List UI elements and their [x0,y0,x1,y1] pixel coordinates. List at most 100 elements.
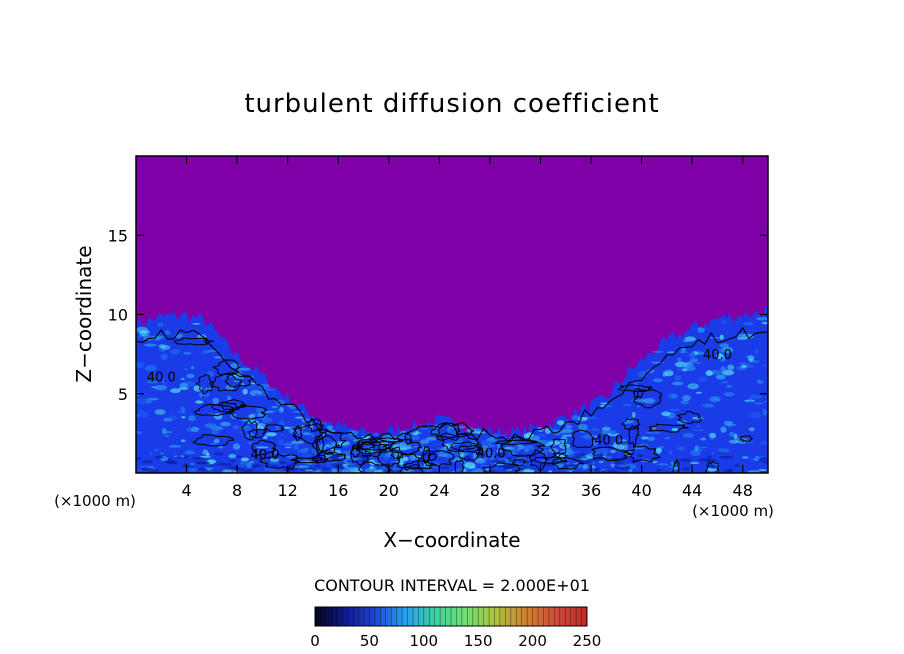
turbulence-cell [671,375,675,378]
turbulence-cell [661,411,671,417]
turbulence-cell [160,353,168,360]
contour-line [454,459,465,473]
contour-line [387,438,423,456]
turbulence-cell [502,446,515,450]
contour-line [251,439,277,457]
turbulence-cell [154,449,159,452]
turbulence-cell [413,445,419,448]
colorbar-tick-label: 0 [310,632,320,650]
x-axis-label: X−coordinate [383,528,520,552]
colorbar-tick-label: 250 [573,632,602,650]
turbulence-cell [425,440,432,443]
turbulence-cell [689,358,699,363]
turbulence-cell [597,444,601,447]
turbulence-cell [279,410,283,417]
turbulence-cell [728,439,739,444]
turbulence-cell [263,410,275,413]
turbulence-cell [191,457,205,460]
turbulence-cell [700,430,709,437]
turbulence-cell [636,405,640,408]
turbulence-cell [671,393,678,399]
turbulence-cell [628,458,643,462]
turbulence-cell [622,444,629,451]
turbulence-cell [697,327,705,333]
contour-line [512,459,527,467]
turbulence-cell [622,404,632,407]
turbulence-cell [154,409,166,415]
turbulence-cell [696,376,708,382]
turbulence-cell [155,377,167,380]
turbulence-cell [205,464,214,468]
turbulence-cell [393,436,405,439]
turbulence-cell [284,409,295,415]
turbulence-cell [161,380,167,384]
turbulence-cell [464,462,476,469]
turbulence-cell [256,407,265,414]
turbulence-cell [754,349,759,355]
turbulence-cell [738,362,750,365]
turbulence-cell [651,350,664,353]
x-tick-label: 4 [181,481,191,500]
turbulence-cell [164,331,172,335]
turbulence-cell [326,441,333,445]
turbulence-cell [189,322,195,327]
turbulence-cell [287,406,293,409]
turbulence-cell [728,431,735,437]
contour-line [248,428,268,439]
turbulence-cell [622,419,634,424]
colorbar-tick-label: 200 [518,632,547,650]
turbulence-cell [746,355,755,359]
turbulence-cell [581,421,586,426]
turbulence-cell [255,426,265,430]
turbulence-cell [628,468,633,473]
turbulence-cell [170,388,181,394]
turbulence-cell [670,394,679,400]
turbulence-cell [687,383,699,390]
turbulence-cell [398,446,407,451]
turbulence-cell [233,467,245,471]
turbulence-cell [274,450,278,454]
turbulence-cell [679,376,689,383]
turbulence-cell [233,443,241,450]
turbulence-cell [409,454,416,461]
turbulence-cell [294,416,304,419]
turbulence-cell [210,442,216,445]
turbulence-cell [709,444,716,451]
contour-line [209,373,243,392]
turbulence-cell [138,335,143,338]
contour-line [430,422,462,441]
turbulence-cell [637,454,644,458]
turbulence-cell [761,456,768,460]
contour-label: 40.0 [477,446,506,461]
turbulence-cell [725,432,730,440]
turbulence-cell [488,454,497,459]
turbulence-cell [667,392,675,400]
contour-line [258,453,300,470]
contour-line [528,449,550,471]
turbulence-cell [304,442,310,449]
turbulence-cell [183,455,189,459]
turbulence-cell [690,449,701,457]
turbulence-cell [476,461,487,465]
contour-line [437,421,475,442]
turbulence-cell [420,442,424,447]
turbulence-cell [167,461,178,465]
turbulence-cell [277,439,284,445]
turbulence-cell [733,433,738,440]
turbulence-cell [657,466,663,469]
turbulence-cell [136,431,143,435]
turbulence-cell [662,457,673,461]
turbulence-cell [341,469,352,473]
turbulence-cell [154,455,164,459]
contour-line [550,438,567,460]
turbulence-cell [275,453,288,456]
contour-line [439,432,480,453]
turbulence-cell [426,469,433,472]
turbulence-cell [180,378,185,380]
turbulence-cell [213,452,224,456]
turbulence-cell [186,373,195,379]
turbulence-cell [633,381,639,389]
turbulence-cell [512,444,519,450]
contour-line [357,461,392,473]
turbulence-cell [301,453,313,458]
